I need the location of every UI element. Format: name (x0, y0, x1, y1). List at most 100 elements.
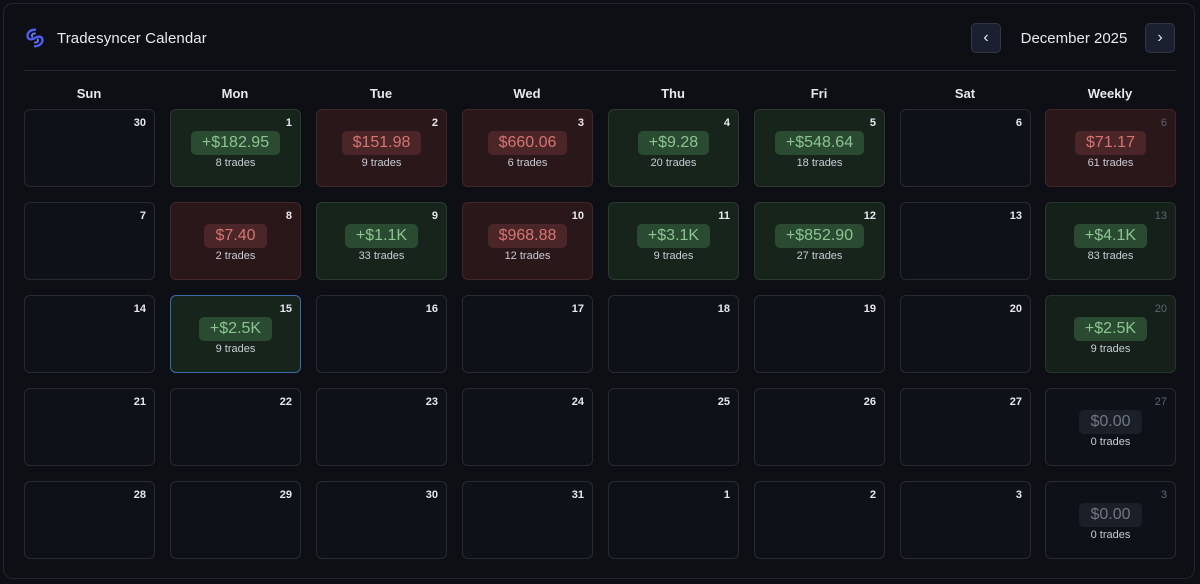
day-pnl: $7.40 (204, 224, 267, 248)
day-number: 1 (723, 489, 730, 501)
day-cell[interactable]: 4 +$9.28 20 trades (608, 109, 739, 187)
day-cell[interactable]: 12 +$852.90 27 trades (754, 202, 885, 280)
weekly-summary-cell[interactable]: 27 $0.00 0 trades (1045, 388, 1176, 466)
day-trade-count: 33 trades (358, 250, 405, 262)
day-pnl: $151.98 (341, 131, 422, 155)
weekday-header-sat: Sat (954, 86, 976, 101)
day-cell[interactable]: 25 (608, 388, 739, 466)
day-number: 20 (1009, 303, 1022, 315)
day-cell[interactable]: 27 (900, 388, 1031, 466)
day-number: 25 (717, 396, 730, 408)
day-trade-count: 18 trades (796, 157, 843, 169)
weekly-trade-count: 61 trades (1087, 157, 1134, 169)
week-end-date: 20 (1154, 303, 1167, 315)
day-cell[interactable]: 9 +$1.1K 33 trades (316, 202, 447, 280)
day-pnl: +$2.5K (198, 317, 273, 341)
header-divider (24, 70, 1176, 71)
day-trade-count: 20 trades (650, 157, 697, 169)
day-cell[interactable]: 1 (608, 481, 739, 559)
day-cell[interactable]: 30 (316, 481, 447, 559)
day-cell[interactable]: 29 (170, 481, 301, 559)
day-trade-count: 6 trades (507, 157, 548, 169)
weekly-trade-count: 0 trades (1090, 529, 1131, 541)
day-number: 15 (279, 303, 292, 315)
day-cell[interactable]: 31 (462, 481, 593, 559)
day-cell[interactable]: 8 $7.40 2 trades (170, 202, 301, 280)
previous-month-button[interactable]: ‹ (971, 23, 1001, 53)
day-number: 30 (425, 489, 438, 501)
day-cell[interactable]: 23 (316, 388, 447, 466)
day-cell[interactable]: 3 (900, 481, 1031, 559)
day-number: 7 (139, 210, 146, 222)
day-number: 3 (1015, 489, 1022, 501)
weekday-header-tue: Tue (369, 86, 393, 101)
day-pnl: +$852.90 (774, 224, 865, 248)
day-number: 22 (279, 396, 292, 408)
day-cell[interactable]: 14 (24, 295, 155, 373)
day-number: 8 (285, 210, 292, 222)
day-cell[interactable]: 24 (462, 388, 593, 466)
day-number: 11 (718, 210, 730, 222)
day-number: 2 (869, 489, 876, 501)
day-cell[interactable]: 18 (608, 295, 739, 373)
day-trade-count: 9 trades (653, 250, 694, 262)
weekly-trade-count: 0 trades (1090, 436, 1131, 448)
weekly-summary-cell[interactable]: 13 +$4.1K 83 trades (1045, 202, 1176, 280)
day-cell[interactable]: 5 +$548.64 18 trades (754, 109, 885, 187)
day-cell[interactable]: 28 (24, 481, 155, 559)
day-cell[interactable]: 11 +$3.1K 9 trades (608, 202, 739, 280)
weekly-summary-cell[interactable]: 20 +$2.5K 9 trades (1045, 295, 1176, 373)
weekly-pnl: +$2.5K (1073, 317, 1148, 341)
week-end-date: 6 (1160, 117, 1167, 129)
day-number: 2 (431, 117, 438, 129)
weekly-pnl: $0.00 (1079, 410, 1142, 434)
day-cell[interactable]: 20 (900, 295, 1031, 373)
day-cell[interactable]: 16 (316, 295, 447, 373)
day-cell[interactable]: 1 +$182.95 8 trades (170, 109, 301, 187)
next-month-button[interactable]: › (1145, 23, 1175, 53)
day-number: 14 (133, 303, 146, 315)
day-number: 12 (863, 210, 876, 222)
day-cell[interactable]: 22 (170, 388, 301, 466)
weekly-summary-cell[interactable]: 3 $0.00 0 trades (1045, 481, 1176, 559)
day-cell[interactable]: 30 (24, 109, 155, 187)
weekday-header-weekly: Weekly (1087, 86, 1133, 101)
day-number: 1 (285, 117, 292, 129)
day-number: 29 (279, 489, 292, 501)
current-month-label: December 2025 (1020, 30, 1128, 47)
day-number: 5 (869, 117, 876, 129)
day-cell[interactable]: 2 (754, 481, 885, 559)
day-number: 17 (571, 303, 584, 315)
day-cell[interactable]: 17 (462, 295, 593, 373)
day-number: 24 (571, 396, 584, 408)
day-cell[interactable]: 19 (754, 295, 885, 373)
day-number: 13 (1009, 210, 1022, 222)
day-number: 30 (133, 117, 146, 129)
day-trade-count: 12 trades (504, 250, 551, 262)
day-cell[interactable]: 15 +$2.5K 9 trades (170, 295, 301, 373)
day-cell[interactable]: 2 $151.98 9 trades (316, 109, 447, 187)
weekly-pnl: $0.00 (1079, 503, 1142, 527)
day-cell[interactable]: 26 (754, 388, 885, 466)
day-number: 23 (425, 396, 438, 408)
weekly-pnl: +$4.1K (1073, 224, 1148, 248)
day-number: 4 (723, 117, 730, 129)
weekday-header-thu: Thu (661, 86, 685, 101)
day-cell[interactable]: 3 $660.06 6 trades (462, 109, 593, 187)
day-pnl: +$3.1K (636, 224, 711, 248)
weekly-summary-cell[interactable]: 6 $71.17 61 trades (1045, 109, 1176, 187)
day-trade-count: 8 trades (215, 157, 256, 169)
day-number: 28 (133, 489, 146, 501)
day-number: 19 (863, 303, 876, 315)
day-pnl: +$548.64 (774, 131, 865, 155)
day-cell[interactable]: 10 $968.88 12 trades (462, 202, 593, 280)
app-title: Tradesyncer Calendar (57, 30, 207, 47)
tradesyncer-logo-icon (26, 28, 44, 48)
week-end-date: 13 (1154, 210, 1167, 222)
day-trade-count: 9 trades (215, 343, 256, 355)
day-cell[interactable]: 6 (900, 109, 1031, 187)
day-cell[interactable]: 21 (24, 388, 155, 466)
day-cell[interactable]: 7 (24, 202, 155, 280)
day-cell[interactable]: 13 (900, 202, 1031, 280)
day-number: 3 (577, 117, 584, 129)
